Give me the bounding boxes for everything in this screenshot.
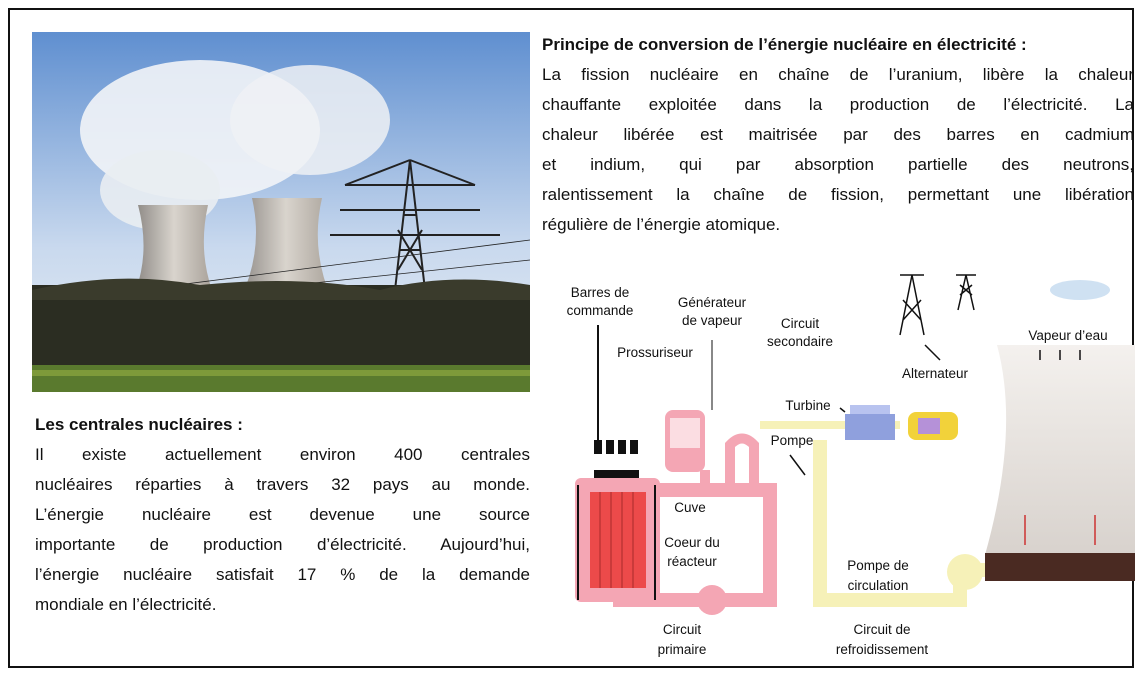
photo	[32, 32, 530, 392]
label: Prossuriseur	[617, 345, 693, 360]
label: refroidissement	[836, 642, 929, 657]
label: Circuit de	[853, 622, 910, 637]
label: Turbine	[785, 398, 830, 413]
section-title: Principe de conversion de l’énergie nucl…	[542, 30, 1134, 60]
text-line: L’énergie nucléaire est devenue une sour…	[35, 500, 530, 530]
principle-text: Principe de conversion de l’énergie nucl…	[542, 30, 1134, 240]
label: primaire	[658, 642, 707, 657]
label: de vapeur	[682, 313, 743, 328]
text-line: chaleur libérée est maitrisée par des ba…	[542, 120, 1134, 150]
section-title: Les centrales nucléaires :	[35, 410, 530, 440]
label: secondaire	[767, 334, 833, 349]
label: réacteur	[667, 554, 717, 569]
text-line: chauffante exploitée dans la production …	[542, 90, 1134, 120]
text-line: ralentissement la chaîne de fission, per…	[542, 180, 1134, 210]
label: circulation	[848, 578, 909, 593]
label: Coeur du	[664, 535, 720, 550]
label: Cuve	[674, 500, 706, 515]
label: Circuit	[663, 622, 702, 637]
plants-text: Les centrales nucléaires : Il existe act…	[35, 410, 530, 620]
text-line: régulière de l’énergie atomique.	[542, 210, 1134, 240]
text-line: importante de production d’électricité. …	[35, 530, 530, 560]
label: commande	[567, 303, 634, 318]
label: Pompe de	[847, 558, 909, 573]
text-line: nucléaires réparties à travers 32 pays a…	[35, 470, 530, 500]
label: Générateur	[678, 295, 747, 310]
text-line: mondiale en l’électricité.	[35, 590, 530, 620]
text-line: et indium, qui par absorption partielle …	[542, 150, 1134, 180]
label: Pompe	[771, 433, 814, 448]
label: Alternateur	[902, 366, 969, 381]
text-line: La fission nucléaire en chaîne de l’uran…	[542, 60, 1134, 90]
label: Barres de	[571, 285, 630, 300]
text-line: l’énergie nucléaire satisfait 17 % de la…	[35, 560, 530, 590]
text-line: Il existe actuellement environ 400 centr…	[35, 440, 530, 470]
label: Vapeur d’eau	[1028, 328, 1107, 343]
page: Barres de commande Générateur de vapeur …	[0, 0, 1144, 677]
label: Circuit	[781, 316, 820, 331]
